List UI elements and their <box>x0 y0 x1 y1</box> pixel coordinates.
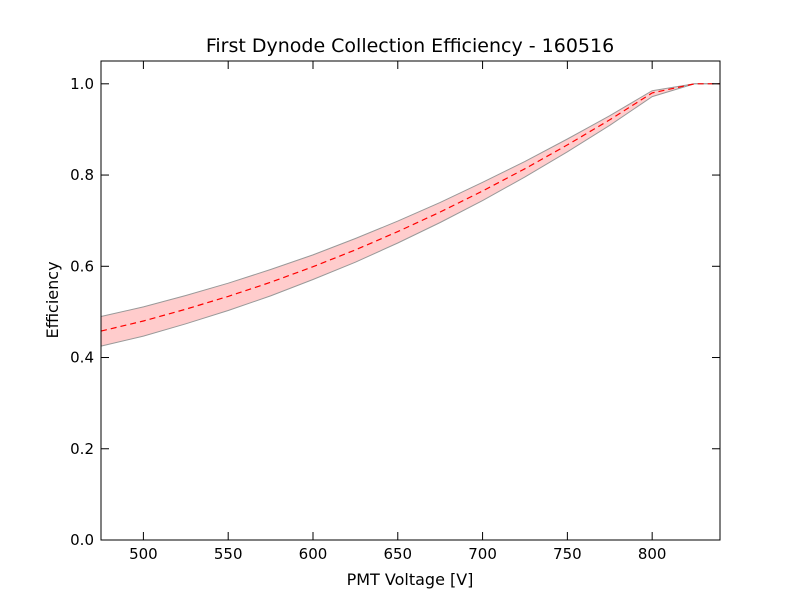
chart-title: First Dynode Collection Efficiency - 160… <box>206 35 614 57</box>
uncertainty-band-upper-edge <box>100 83 720 317</box>
uncertainty-bands <box>100 83 720 347</box>
y-tick-label: 0.8 <box>70 166 94 184</box>
x-tick-label: 500 <box>129 545 158 563</box>
x-axis-label: PMT Voltage [V] <box>347 570 474 589</box>
x-tick-label: 550 <box>214 545 243 563</box>
y-tick-label: 0.0 <box>70 531 94 549</box>
x-tick-label: 800 <box>638 545 667 563</box>
x-tick-label: 750 <box>553 545 582 563</box>
y-axis-label: Efficiency <box>43 261 62 338</box>
x-tick-label: 600 <box>299 545 328 563</box>
plot-frame <box>100 60 721 541</box>
uncertainty-band-fill <box>101 83 720 347</box>
uncertainty-band-lower-edge <box>100 83 720 347</box>
y-tick-label: 1.0 <box>70 75 94 93</box>
x-axis-ticks: 500 550 600 650 700 750 800 <box>129 61 666 563</box>
x-tick-label: 700 <box>468 545 497 563</box>
x-tick-label: 650 <box>383 545 412 563</box>
y-axis-ticks: 0.0 0.2 0.4 0.6 0.8 1.0 <box>70 75 720 549</box>
y-tick-label: 0.4 <box>70 349 94 367</box>
y-tick-label: 0.2 <box>70 440 94 458</box>
y-tick-label: 0.6 <box>70 257 94 275</box>
